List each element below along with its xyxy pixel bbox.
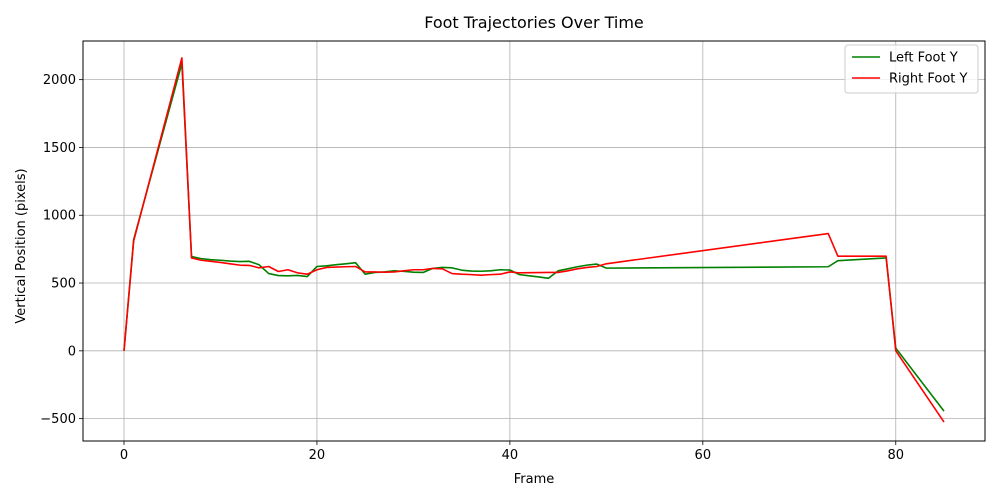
y-axis-label: Vertical Position (pixels)	[14, 168, 29, 323]
chart-title: Foot Trajectories Over Time	[424, 13, 644, 32]
y-tick-label: −500	[40, 412, 76, 427]
x-tick-label: 20	[309, 448, 326, 463]
series-line-left-foot-y	[123, 62, 945, 412]
series-line-right-foot-y	[123, 57, 945, 423]
x-tick-label: 60	[695, 448, 712, 463]
legend-label: Right Foot Y	[889, 72, 968, 87]
x-axis-label: Frame	[514, 472, 555, 487]
grid	[83, 41, 985, 441]
legend-label: Left Foot Y	[889, 51, 958, 66]
y-tick-label: 500	[51, 277, 76, 292]
legend: Left Foot Y Right Foot Y	[844, 44, 979, 94]
series-lines	[123, 57, 945, 423]
y-tick-label: 1500	[43, 141, 76, 156]
y-tick-label: 2000	[43, 73, 76, 88]
x-tick-label: 40	[502, 448, 519, 463]
axis-ticks: 0 20 40 60 80 −500 0 500 1000 1500 2000	[40, 73, 904, 463]
y-tick-label: 1000	[43, 209, 76, 224]
plot-frame	[82, 40, 986, 442]
x-tick-label: 0	[120, 448, 128, 463]
y-tick-label: 0	[68, 344, 76, 359]
x-tick-label: 80	[887, 448, 904, 463]
